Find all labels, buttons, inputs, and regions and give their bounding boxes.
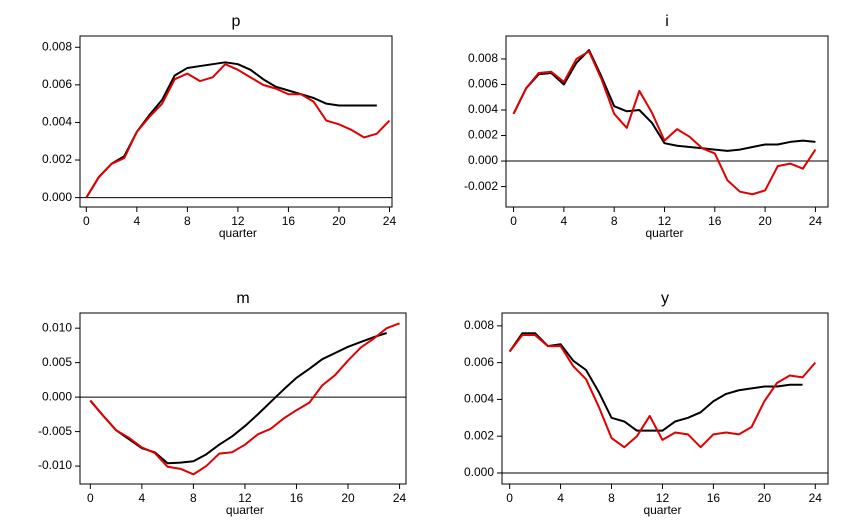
x-tick-label: 8 (608, 491, 615, 505)
x-tick-label: 12 (231, 214, 245, 228)
x-tick-label: 20 (758, 214, 772, 228)
y-tick-label: -0.005 (38, 424, 72, 438)
y-tick-label: 0.002 (468, 128, 498, 142)
x-tick-label: 16 (290, 491, 304, 505)
x-tick-label: 12 (238, 491, 252, 505)
series-line (512, 49, 816, 152)
x-tick-label: 24 (809, 214, 823, 228)
x-axis-label: quarter (643, 503, 681, 517)
series-line (508, 334, 817, 449)
x-tick-label: 4 (133, 214, 140, 228)
y-tick-label: 0.005 (42, 355, 72, 369)
x-tick-label: 0 (506, 491, 513, 505)
x-tick-label: 24 (809, 491, 823, 505)
x-tick-label: 8 (190, 491, 197, 505)
panel-title: i (665, 13, 669, 30)
y-tick-label: 0.004 (468, 102, 498, 116)
y-tick-label: 0.006 (464, 355, 494, 369)
panel-title: y (661, 290, 669, 307)
y-tick-label: 0.010 (42, 320, 72, 334)
panel-title: p (232, 13, 241, 30)
series-line (512, 50, 817, 196)
y-tick-label: 0.008 (468, 51, 498, 65)
series-line (85, 63, 391, 199)
x-tick-label: 4 (139, 491, 146, 505)
y-tick-label: 0.000 (42, 389, 72, 403)
x-tick-label: 8 (184, 214, 191, 228)
x-tick-label: 20 (332, 214, 346, 228)
plot-frame (79, 35, 393, 208)
plot-frame (79, 312, 407, 485)
x-tick-label: 20 (341, 491, 355, 505)
series-line (85, 61, 377, 199)
x-axis-label: quarter (219, 226, 257, 240)
y-tick-label: 0.006 (42, 77, 72, 91)
series-line (89, 322, 400, 476)
series-line (89, 332, 387, 465)
y-tick-label: 0.002 (464, 428, 494, 442)
x-tick-label: 0 (87, 491, 94, 505)
x-tick-label: 12 (656, 491, 670, 505)
x-tick-label: 24 (393, 491, 407, 505)
x-tick-label: 20 (758, 491, 772, 505)
x-tick-label: 0 (510, 214, 517, 228)
plot-frame (505, 35, 829, 208)
y-tick-label: 0.006 (468, 77, 498, 91)
y-tick-label: -0.010 (38, 458, 72, 472)
x-tick-label: 16 (282, 214, 296, 228)
x-tick-label: 4 (557, 491, 564, 505)
y-tick-label: 0.008 (42, 39, 72, 53)
y-tick-label: 0.004 (464, 392, 494, 406)
x-tick-label: 8 (611, 214, 618, 228)
series-line (508, 332, 803, 432)
x-tick-label: 0 (83, 214, 90, 228)
panel-title: m (236, 290, 249, 307)
x-tick-label: 16 (707, 491, 721, 505)
x-tick-label: 4 (561, 214, 568, 228)
plot-frame (501, 312, 829, 485)
y-tick-label: 0.000 (468, 153, 498, 167)
y-tick-label: 0.008 (464, 318, 494, 332)
x-tick-label: 24 (383, 214, 397, 228)
x-tick-label: 16 (708, 214, 722, 228)
y-tick-label: 0.002 (42, 152, 72, 166)
y-tick-label: 0.000 (464, 465, 494, 479)
x-axis-label: quarter (226, 503, 264, 517)
x-tick-label: 12 (658, 214, 672, 228)
x-axis-label: quarter (645, 226, 683, 240)
y-tick-label: 0.000 (42, 190, 72, 204)
y-tick-label: 0.004 (42, 115, 72, 129)
y-tick-label: -0.002 (464, 179, 498, 193)
